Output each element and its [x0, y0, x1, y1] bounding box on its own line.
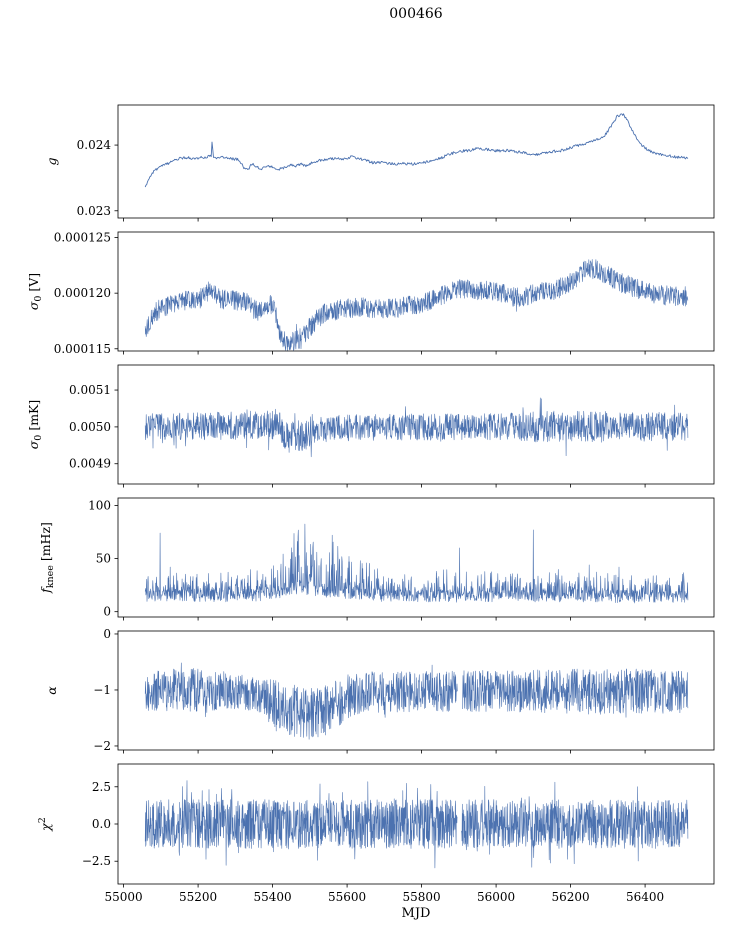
y-axis-label-fknee: fknee [mHz]	[38, 522, 56, 594]
data-line-chi2	[144, 780, 689, 869]
panel-frame-alpha	[117, 630, 715, 751]
y-axis-label-sigma0-v: σ0 [V]	[26, 273, 44, 310]
y-tick-label-chi2: 2.5	[92, 780, 111, 794]
y-tick-label-alpha: −2	[93, 739, 111, 753]
y-tick-label-sigma0-mk: 0.0050	[69, 420, 111, 434]
y-tick-label-g: 0.023	[77, 204, 111, 218]
x-tick-label: 56000	[477, 890, 515, 904]
y-axis-label-sigma0-mk: σ0 [mK]	[26, 400, 44, 450]
y-axis-label-alpha: α	[44, 686, 59, 695]
y-tick-label-sigma0-mk: 0.0049	[69, 457, 111, 471]
data-line-fknee	[144, 523, 689, 604]
x-tick-label: 55800	[402, 890, 440, 904]
y-axis-label-chi2: χ2	[37, 817, 53, 832]
panel-frame-fknee	[117, 497, 715, 618]
x-tick-label: 55000	[104, 890, 142, 904]
y-tick-label-sigma0-mk: 0.0051	[69, 383, 111, 397]
y-tick-label-fknee: 100	[88, 498, 111, 512]
y-tick-label-chi2: 0.0	[92, 817, 111, 831]
y-tick-label-alpha: −1	[93, 683, 111, 697]
panel-frame-sigma0-mk	[117, 364, 715, 485]
y-tick-label-sigma0-v: 0.000115	[54, 342, 111, 356]
x-tick-label: 56200	[551, 890, 589, 904]
y-tick-label-fknee: 0	[103, 605, 111, 619]
panel-frame-sigma0-v	[117, 231, 715, 352]
data-line-g	[144, 113, 689, 188]
y-tick-label-sigma0-v: 0.000125	[54, 231, 111, 245]
x-tick-label: 56400	[626, 890, 664, 904]
x-axis-label: MJD	[402, 906, 431, 921]
figure-title: 000466	[389, 6, 443, 22]
data-line-sigma0-mk	[144, 397, 689, 458]
x-tick-label: 55600	[328, 890, 366, 904]
y-tick-label-chi2: −2.5	[82, 854, 111, 868]
y-tick-label-sigma0-v: 0.000120	[54, 286, 111, 300]
x-tick-label: 55400	[253, 890, 291, 904]
data-line-alpha	[144, 662, 689, 740]
y-tick-label-g: 0.024	[77, 138, 112, 152]
x-tick-label: 55200	[179, 890, 217, 904]
y-tick-label-fknee: 50	[96, 552, 111, 566]
y-axis-label-g: g	[44, 157, 59, 165]
panel-frame-g	[117, 104, 715, 219]
y-tick-label-alpha: 0	[103, 627, 111, 641]
data-line-sigma0-v	[144, 259, 689, 352]
